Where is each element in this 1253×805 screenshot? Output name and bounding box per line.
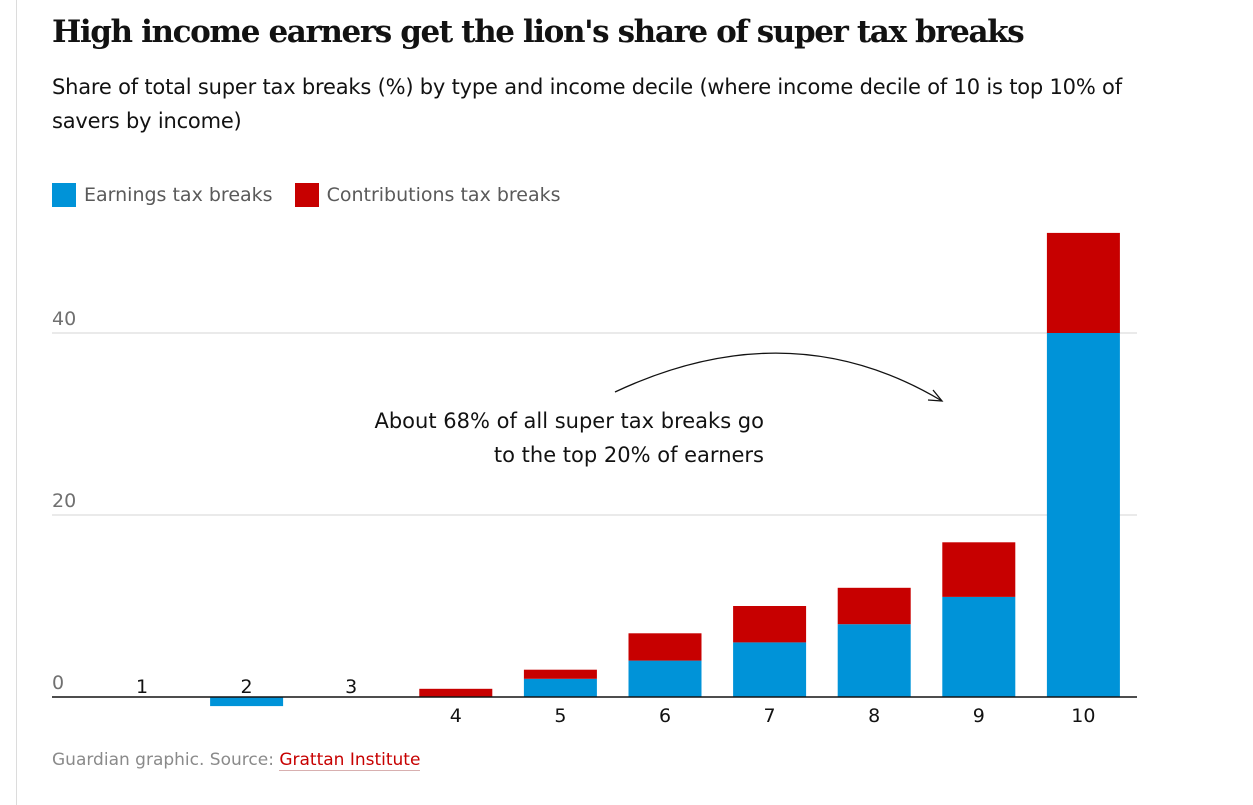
x-tick-label-1: 1 xyxy=(136,676,148,698)
bar-decile-5-contributions xyxy=(523,669,597,679)
x-tick-label-8: 8 xyxy=(868,705,880,727)
legend-label-contributions: Contributions tax breaks xyxy=(326,184,561,206)
left-divider xyxy=(16,0,17,805)
chart-title: High income earners get the lion's share… xyxy=(52,14,1025,50)
x-tick-label-5: 5 xyxy=(554,705,566,727)
bar-decile-9-contributions xyxy=(942,542,1016,597)
y-tick-label-0: 0 xyxy=(52,672,64,694)
bar-decile-8-earnings xyxy=(837,624,911,697)
chart-subtitle: Share of total super tax breaks (%) by t… xyxy=(52,75,1122,133)
bar-decile-6-contributions xyxy=(628,633,702,661)
bar-decile-10-earnings xyxy=(1046,333,1120,697)
x-tick-label-3: 3 xyxy=(345,676,357,698)
legend-swatch-contributions xyxy=(294,183,319,207)
grid-layer xyxy=(52,332,1137,516)
bar-decile-10-contributions xyxy=(1046,232,1120,333)
bar-decile-8-contributions xyxy=(837,587,911,625)
bar-decile-6-earnings xyxy=(628,660,702,697)
annotation-line-2: to the top 20% of earners xyxy=(494,443,764,467)
x-tick-label-7: 7 xyxy=(764,705,776,727)
annotation: About 68% of all super tax breaks go to … xyxy=(374,352,944,467)
legend-swatch-earnings xyxy=(52,183,76,207)
bar-decile-9-earnings xyxy=(942,596,1016,697)
legend-item-earnings: Earnings tax breaks xyxy=(52,183,273,207)
x-tick-label-6: 6 xyxy=(659,705,671,727)
labels-layer: 0 20 40 1 2 3 4 5 6 7 8 9 10 xyxy=(52,308,1095,727)
footer-credit: Guardian graphic. Source: xyxy=(52,750,280,770)
legend-item-contributions: Contributions tax breaks xyxy=(294,183,561,207)
bar-decile-5-earnings xyxy=(523,678,597,697)
x-tick-label-10: 10 xyxy=(1071,705,1095,727)
bar-decile-4-contributions xyxy=(419,688,493,697)
footer: Guardian graphic. Source: Grattan Instit… xyxy=(52,750,421,771)
y-tick-label-40: 40 xyxy=(52,308,76,330)
legend-label-earnings: Earnings tax breaks xyxy=(84,184,273,206)
bar-decile-2-earnings xyxy=(210,697,284,707)
source-link[interactable]: Grattan Institute xyxy=(279,750,421,771)
bar-decile-7-earnings xyxy=(733,642,807,697)
annotation-arrowhead-icon xyxy=(927,389,944,402)
x-tick-label-9: 9 xyxy=(973,705,985,727)
x-tick-label-4: 4 xyxy=(450,705,462,727)
annotation-line-1: About 68% of all super tax breaks go xyxy=(374,409,764,433)
y-tick-label-20: 20 xyxy=(52,490,76,512)
bar-decile-7-contributions xyxy=(733,606,807,643)
x-tick-label-2: 2 xyxy=(241,676,253,698)
annotation-arrow xyxy=(614,352,943,402)
bars-layer xyxy=(210,232,1120,707)
legend: Earnings tax breaks Contributions tax br… xyxy=(52,183,583,207)
